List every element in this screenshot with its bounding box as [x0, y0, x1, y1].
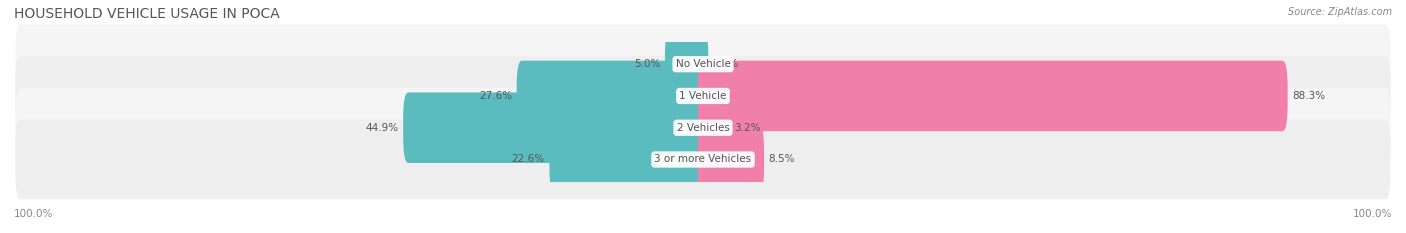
FancyBboxPatch shape: [697, 93, 730, 163]
Text: 3 or more Vehicles: 3 or more Vehicles: [654, 154, 752, 164]
Text: 100.0%: 100.0%: [1353, 209, 1392, 219]
Text: No Vehicle: No Vehicle: [675, 59, 731, 69]
Text: 88.3%: 88.3%: [1292, 91, 1326, 101]
Text: HOUSEHOLD VEHICLE USAGE IN POCA: HOUSEHOLD VEHICLE USAGE IN POCA: [14, 7, 280, 21]
Text: Source: ZipAtlas.com: Source: ZipAtlas.com: [1288, 7, 1392, 17]
FancyBboxPatch shape: [15, 88, 1391, 168]
Text: 3.2%: 3.2%: [734, 123, 761, 133]
FancyBboxPatch shape: [550, 124, 709, 195]
FancyBboxPatch shape: [697, 61, 1288, 131]
FancyBboxPatch shape: [665, 29, 709, 99]
Text: 100.0%: 100.0%: [14, 209, 53, 219]
FancyBboxPatch shape: [516, 61, 709, 131]
Text: 2 Vehicles: 2 Vehicles: [676, 123, 730, 133]
Text: 44.9%: 44.9%: [366, 123, 398, 133]
FancyBboxPatch shape: [15, 24, 1391, 104]
FancyBboxPatch shape: [15, 56, 1391, 136]
FancyBboxPatch shape: [404, 93, 709, 163]
Text: 1 Vehicle: 1 Vehicle: [679, 91, 727, 101]
Text: 22.6%: 22.6%: [512, 154, 546, 164]
Text: 0.0%: 0.0%: [713, 59, 740, 69]
Text: 27.6%: 27.6%: [479, 91, 512, 101]
Text: 8.5%: 8.5%: [769, 154, 796, 164]
Legend: Owner-occupied, Renter-occupied: Owner-occupied, Renter-occupied: [588, 230, 818, 233]
FancyBboxPatch shape: [15, 120, 1391, 199]
FancyBboxPatch shape: [697, 124, 763, 195]
Text: 5.0%: 5.0%: [634, 59, 661, 69]
